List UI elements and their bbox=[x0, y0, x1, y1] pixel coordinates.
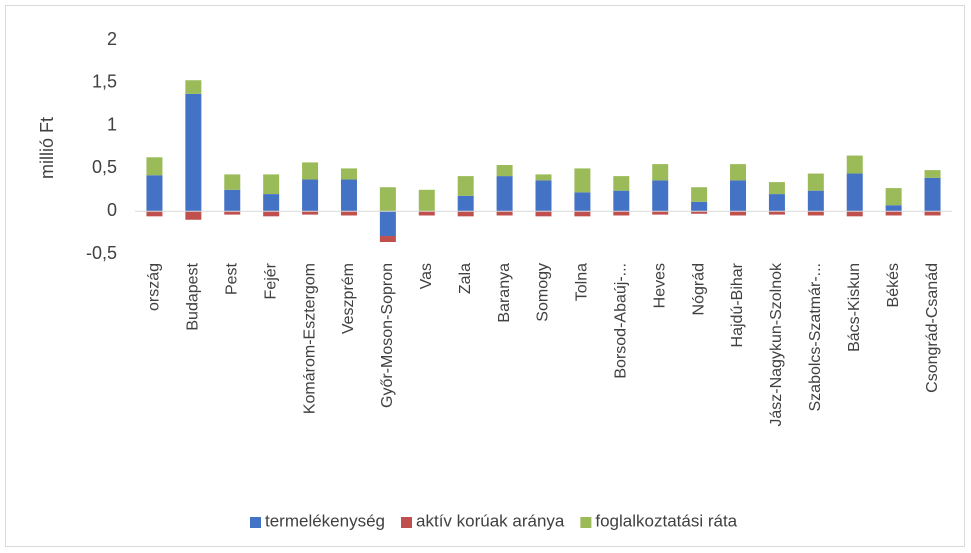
bar-segment bbox=[340, 211, 357, 216]
bar-segment bbox=[302, 179, 319, 212]
bar-segment bbox=[224, 211, 241, 215]
bar-segment bbox=[340, 179, 357, 212]
x-tick-label: Borsod-Abaúj-... bbox=[613, 263, 630, 379]
bar-segment bbox=[652, 211, 669, 215]
bar-segment bbox=[457, 195, 474, 212]
bar-segment bbox=[924, 177, 941, 212]
bar-segment bbox=[846, 173, 863, 212]
bar-segment bbox=[574, 211, 591, 217]
bar-segment bbox=[807, 211, 824, 216]
legend-label: termelékenység bbox=[265, 511, 385, 530]
x-tick-label: Komárom-Esztergom bbox=[301, 263, 318, 414]
bar-segment bbox=[768, 182, 785, 195]
bar-segment bbox=[496, 211, 513, 216]
bar-segment bbox=[224, 174, 241, 190]
x-tick-label: Csongrád-Csanád bbox=[924, 263, 941, 393]
bar-segment bbox=[730, 164, 747, 181]
bar-segment bbox=[263, 174, 280, 195]
y-tick-label: 2 bbox=[107, 29, 117, 49]
bar-segment bbox=[846, 155, 863, 174]
legend-label: aktív korúak aránya bbox=[416, 511, 565, 530]
bar-segment bbox=[379, 236, 396, 243]
bar-segment bbox=[224, 189, 241, 212]
bar-segment bbox=[652, 164, 669, 181]
y-tick-label: -0,5 bbox=[86, 243, 117, 263]
legend-swatch bbox=[580, 517, 592, 528]
bar-segment bbox=[185, 93, 202, 212]
bar-segment bbox=[457, 211, 474, 217]
bar-segment bbox=[924, 170, 941, 178]
bar-segment bbox=[379, 187, 396, 212]
bar-segment bbox=[613, 176, 630, 191]
x-tick-label: Jász-Nagykun-Szolnok bbox=[768, 262, 785, 427]
x-tick-label: Tolna bbox=[574, 263, 591, 301]
bar-segment bbox=[496, 164, 513, 177]
bar-segment bbox=[185, 211, 202, 220]
bar-segment bbox=[730, 180, 747, 212]
bar-segment bbox=[263, 211, 280, 217]
x-tick-label: Békés bbox=[885, 263, 902, 307]
bar-segment bbox=[146, 157, 163, 176]
y-axis-title: millió Ft bbox=[37, 117, 57, 179]
bar-segment bbox=[379, 211, 396, 237]
bar-segment bbox=[807, 190, 824, 212]
bar-segment bbox=[885, 205, 902, 212]
y-tick-label: 1,5 bbox=[92, 72, 117, 92]
bar-segment bbox=[418, 211, 435, 216]
bar-segment bbox=[924, 211, 941, 216]
x-tick-label: Zala bbox=[457, 263, 474, 294]
bar-segment bbox=[496, 176, 513, 212]
y-tick-label: 1 bbox=[107, 114, 117, 134]
bar-segment bbox=[574, 168, 591, 193]
bar-segment bbox=[691, 187, 708, 202]
x-tick-label: Bács-Kiskun bbox=[846, 263, 863, 352]
x-tick-label: Szabolcs-Szatmár-... bbox=[807, 263, 824, 411]
bar-segment bbox=[885, 211, 902, 216]
bar-segment bbox=[613, 190, 630, 212]
bar-segment bbox=[691, 201, 708, 212]
bar-segment bbox=[302, 162, 319, 180]
bar-segment bbox=[535, 180, 552, 212]
x-tick-label: Pest bbox=[223, 262, 240, 295]
x-tick-label: Budapest bbox=[185, 262, 202, 330]
bar-segment bbox=[768, 194, 785, 212]
bar-segment bbox=[846, 211, 863, 217]
chart-border bbox=[5, 5, 965, 547]
bar-segment bbox=[535, 211, 552, 217]
x-tick-label: Nógrád bbox=[690, 263, 707, 315]
x-tick-label: Vas bbox=[418, 263, 435, 289]
x-tick-label: Somogy bbox=[535, 263, 552, 322]
bar-segment bbox=[302, 211, 319, 215]
bar-segment bbox=[574, 192, 591, 212]
x-tick-label: Veszprém bbox=[340, 263, 357, 334]
bar-segment bbox=[146, 175, 163, 212]
bar-segment bbox=[807, 173, 824, 191]
x-tick-label: Fejér bbox=[262, 262, 279, 299]
x-tick-label: Heves bbox=[651, 263, 668, 308]
x-tick-label: Baranya bbox=[496, 263, 513, 323]
y-tick-label: 0 bbox=[107, 200, 117, 220]
bar-segment bbox=[535, 174, 552, 181]
bar-segment bbox=[457, 176, 474, 196]
bar-segment bbox=[730, 211, 747, 216]
bar-segment bbox=[263, 194, 280, 212]
x-tick-label: Győr-Moson-Sopron bbox=[379, 263, 396, 408]
bar-segment bbox=[885, 188, 902, 206]
bar-segment bbox=[691, 211, 708, 214]
legend-swatch bbox=[401, 517, 413, 528]
x-tick-label: ország bbox=[146, 263, 163, 311]
bar-segment bbox=[185, 80, 202, 94]
legend-label: foglalkoztatási ráta bbox=[595, 511, 737, 530]
legend-swatch bbox=[250, 517, 261, 528]
bar-segment bbox=[613, 211, 630, 216]
bar-segment bbox=[418, 189, 435, 212]
y-tick-label: 0,5 bbox=[92, 157, 117, 177]
bar-segment bbox=[768, 211, 785, 215]
bar-segment bbox=[652, 180, 669, 212]
bar-segment bbox=[340, 168, 357, 180]
x-tick-label: Hajdú-Bihar bbox=[729, 262, 746, 347]
bar-segment bbox=[146, 211, 163, 217]
